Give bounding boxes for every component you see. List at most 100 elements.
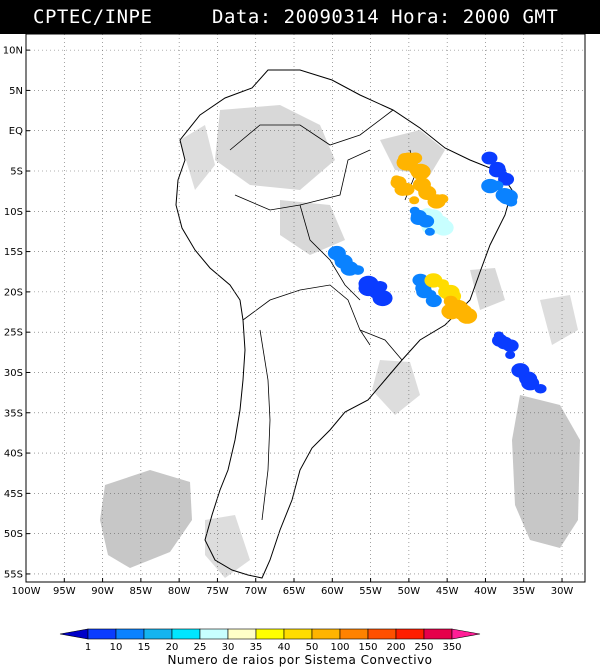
lightning-cluster [491,331,519,360]
color-bar-segment [311,628,341,640]
color-bar-label: 350 [442,642,461,653]
lon-tick-label: 90W [91,586,114,597]
cluster-blob [410,212,427,226]
lon-tick-label: 40W [474,586,497,597]
cluster-blob [373,281,388,293]
lat-tick-label: 45S [4,489,23,500]
cluster-blob [408,152,423,164]
cluster-blob [420,185,433,196]
cluster-blob [498,172,515,186]
lat-tick-label: 5N [9,86,23,97]
cloud-cover [100,105,580,578]
color-bar-segment [395,628,425,640]
lightning-cluster [327,245,364,276]
cluster-blob [498,189,517,205]
lightning-cluster [481,178,518,207]
color-bar-label: 150 [358,642,377,653]
color-bar-segment [115,628,145,640]
lon-tick-label: 45W [436,586,459,597]
lon-tick-label: 70W [244,586,267,597]
time-value: 2000 GMT [462,6,559,28]
border-line [234,149,371,211]
cluster-blob [410,163,431,180]
lat-tick-label: 25S [4,328,23,339]
lon-tick-label: 75W [206,586,229,597]
lat-tick-label: 40S [4,449,23,460]
lightning-cluster [396,152,431,180]
coastline [175,69,513,579]
lightning-cluster [511,363,547,394]
color-bar-label: 15 [138,642,151,653]
color-bar-label: 250 [414,642,433,653]
cloud-patch [540,295,578,345]
lat-tick-label: 55S [4,569,23,580]
cluster-blob [372,290,393,307]
map-frame [25,33,586,583]
lat-tick-label: 15S [4,247,23,258]
lat-tick-label: 10N [3,46,23,57]
cluster-blob [515,366,528,376]
color-bar-segment [87,628,117,640]
cluster-blob [505,351,516,360]
date-label: Data: [212,6,272,28]
lon-tick-label: 35W [512,586,535,597]
cluster-blob [334,251,347,262]
cluster-blob [424,227,435,236]
lightning-cluster [409,206,435,236]
cloud-patch [180,125,215,190]
lon-tick-label: 30W [551,586,574,597]
lon-tick-label: 85W [130,586,153,597]
color-bar-segment [339,628,369,640]
datetime-label: Data: 20090314 Hora: 2000 GMT [212,0,558,34]
longitude-ticks: 100W 95W 90W 85W 80W 75W 70W 65W 60W 55W 50W 45W 40W… [12,578,574,597]
lon-tick-label: 100W [12,586,41,597]
cluster-blob [409,196,420,205]
cluster-blob [481,178,500,194]
border-line [359,329,403,361]
lon-tick-label: 60W [321,586,344,597]
lon-tick-label: 65W [283,586,306,597]
color-bar-segment [199,628,229,640]
cluster-blob [351,265,364,275]
cluster-blob [391,175,402,184]
cluster-blob [441,303,462,320]
color-bar-label: 35 [250,642,263,653]
color-bar-segment [227,628,257,640]
lightning-clusters [327,151,547,394]
color-bar-segment [59,628,89,640]
lightning-cluster [358,275,393,307]
cloud-patch [372,360,420,415]
lat-tick-label: 20S [4,287,23,298]
lightning-cluster [412,177,449,209]
cluster-blob [521,375,540,391]
cloud-patch [512,395,580,548]
cluster-blob [436,194,449,204]
color-bar-label: 50 [306,642,319,653]
date-value: 20090314 [283,6,380,28]
cluster-blob [424,273,443,288]
color-bar-segment [367,628,397,640]
color-bar-segment [451,628,481,640]
color-bar-label: 25 [194,642,207,653]
border-line [299,204,361,301]
color-bar-segment [423,628,453,640]
color-bar-label: 40 [278,642,291,653]
color-bar-label: 200 [386,642,405,653]
lat-tick-label: 10S [4,207,23,218]
cluster-blob [481,151,498,165]
lon-tick-label: 55W [359,586,382,597]
map-header: CPTEC/INPE Data: 20090314 Hora: 2000 GMT [0,0,600,34]
latitude-ticks: 10N 5N EQ 5S 10S 15S 20S 25S 30S 35S 40S 45S 50S 55S [3,46,30,580]
color-bar-label: 10 [110,642,123,653]
lat-tick-label: EQ [9,126,23,137]
cloud-patch [205,515,250,578]
lightning-cluster [481,151,515,186]
color-bar-label: 1 [85,642,91,653]
color-bar-segment [143,628,173,640]
cluster-blob [426,290,437,299]
cluster-blob [496,166,507,175]
lon-tick-label: 95W [53,586,76,597]
cloud-patch [100,470,192,568]
color-bar-segment [283,628,313,640]
